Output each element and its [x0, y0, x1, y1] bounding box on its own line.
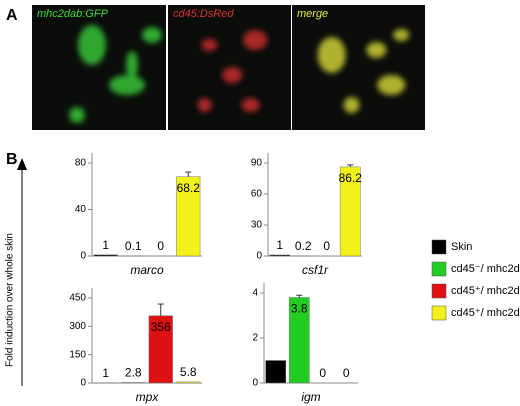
bar — [121, 382, 146, 384]
value-label: 68.2 — [177, 181, 201, 195]
value-label: 0.2 — [295, 239, 312, 253]
panel-label: B — [6, 151, 18, 168]
x-axis-label: igm — [301, 390, 320, 404]
legend-label: cd45⁺/ mhc2dab⁺ — [451, 307, 520, 319]
cell — [366, 42, 387, 58]
value-label: 356 — [151, 320, 171, 334]
micrograph — [292, 5, 425, 130]
cell — [126, 51, 138, 79]
y-tick-label: 60 — [251, 189, 263, 200]
cell — [69, 107, 85, 123]
value-label: 0 — [319, 366, 326, 380]
value-label: 1 — [102, 366, 109, 380]
cell — [377, 75, 406, 95]
cell — [142, 27, 162, 43]
value-label: 86.2 — [339, 171, 363, 185]
x-axis-label: csf1r — [302, 263, 329, 277]
y-tick-label: 0 — [80, 251, 86, 262]
y-tick-label: 0 — [252, 378, 258, 389]
value-label: 0 — [343, 366, 350, 380]
panel-label: A — [6, 7, 18, 24]
y-tick-label: 150 — [69, 349, 86, 360]
value-label: 0.1 — [125, 239, 142, 253]
cell — [109, 75, 145, 95]
value-label: 1 — [102, 238, 109, 252]
y-tick-label: 4 — [252, 288, 258, 299]
y-tick-label: 40 — [75, 204, 87, 215]
cell — [201, 39, 218, 51]
bar — [93, 254, 118, 257]
arrow-head — [17, 158, 27, 170]
value-label: 2.8 — [125, 366, 142, 380]
cell — [241, 98, 260, 112]
legend-swatch — [431, 261, 447, 277]
cell — [78, 25, 106, 65]
y-tick-label: 0 — [256, 251, 262, 262]
x-axis-label: mpx — [136, 390, 160, 404]
y-tick-label: 80 — [75, 158, 87, 169]
y-axis-label: Fold induction over whole skin — [5, 233, 16, 367]
y-tick-label: 300 — [69, 321, 86, 332]
image-label: cd45:DsRed — [173, 8, 234, 20]
bar — [265, 360, 287, 384]
image-label: merge — [297, 8, 328, 20]
cell — [343, 97, 360, 113]
value-label: 0 — [157, 239, 164, 253]
legend-swatch — [431, 283, 447, 299]
cell — [197, 98, 212, 112]
cell — [222, 67, 243, 83]
y-tick-label: 0 — [80, 378, 86, 389]
bar — [269, 254, 291, 257]
value-label: 0 — [323, 239, 330, 253]
legend-swatch — [431, 305, 447, 321]
bar — [176, 381, 201, 384]
y-tick-label: 90 — [251, 158, 263, 169]
value-label: 5.8 — [180, 365, 197, 379]
micrograph — [32, 5, 166, 130]
image-label: mhc2dab:GFP — [37, 8, 109, 20]
y-tick-label: 450 — [69, 293, 86, 304]
cell — [393, 29, 410, 41]
y-tick-label: 30 — [251, 220, 263, 231]
value-label: 3.8 — [291, 302, 308, 316]
legend-swatch — [431, 239, 447, 255]
legend-label: cd45⁻/ mhc2dab⁺ — [451, 263, 520, 275]
legend-label: cd45⁺/ mhc2dab⁻ — [451, 285, 520, 297]
legend-label: Skin — [451, 241, 472, 253]
x-axis-label: marco — [130, 263, 164, 277]
value-label: 1 — [276, 238, 283, 252]
value-label: 1 — [272, 365, 279, 379]
y-tick-label: 2 — [252, 333, 258, 344]
cell — [317, 37, 346, 73]
cell — [243, 30, 268, 50]
